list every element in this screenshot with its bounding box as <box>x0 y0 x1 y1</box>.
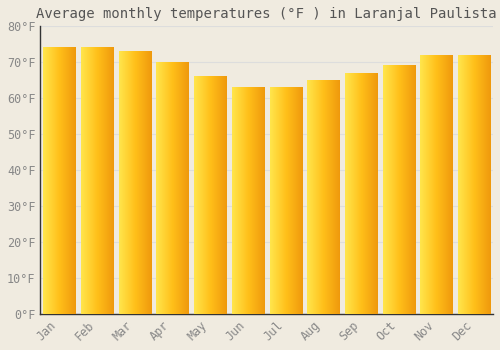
Title: Average monthly temperatures (°F ) in Laranjal Paulista: Average monthly temperatures (°F ) in La… <box>36 7 497 21</box>
